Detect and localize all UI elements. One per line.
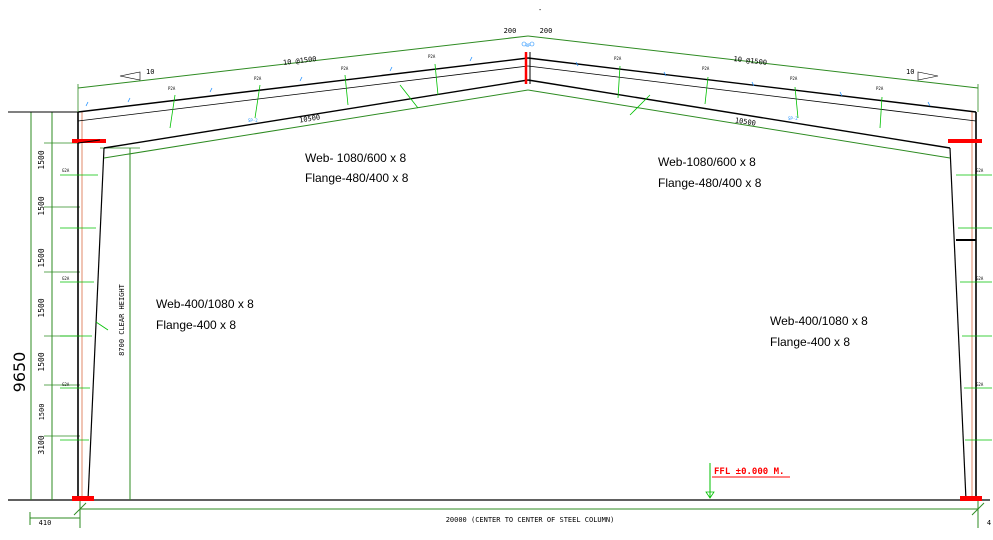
left-rafter-flange: Flange-480/400 x 8 <box>305 171 409 185</box>
ffl-level-marker: FFL ±0.000 M. <box>705 463 790 499</box>
girt-tag-l1: G2A <box>62 168 70 173</box>
girt-spacing-2: 1500 <box>37 196 46 215</box>
purlin-tag-l1: P2A <box>168 86 176 91</box>
right-offset-label: 4 <box>987 519 991 527</box>
girt-tag-l3: G2A <box>62 382 70 387</box>
right-column-web: Web-400/1080 x 8 <box>770 314 868 328</box>
purlin-tag-l3: P2A <box>341 66 349 71</box>
purlin-tag-r2: P2A <box>702 66 710 71</box>
ffl-label: FFL ±0.000 M. <box>714 467 784 477</box>
girt-tag-r3: G2A <box>976 382 984 387</box>
left-rafter-length: 10500 <box>103 89 529 159</box>
left-slope-label: 10 <box>146 68 154 76</box>
girt-tag-r2: G2A <box>976 276 984 281</box>
right-rafter-length: 10500 <box>527 89 951 159</box>
purlin-clips <box>85 56 931 107</box>
ridge-connection: RP <box>521 41 535 84</box>
left-rafter-note: Web- 1080/600 x 8 Flange-480/400 x 8 <box>305 151 409 185</box>
left-rafter-length-label: 10500 <box>299 113 321 124</box>
top-mark: - <box>538 6 542 14</box>
splice-tag-r: SP-2 <box>788 116 798 121</box>
right-rafter-dimension: 10 @1500 200 10 <box>527 27 979 112</box>
left-column <box>72 112 106 501</box>
right-rafter-web: Web-1080/600 x 8 <box>658 155 756 169</box>
girts-left: G2A G2A G2A <box>60 168 109 441</box>
right-rafter-note: Web-1080/600 x 8 Flange-480/400 x 8 <box>658 155 762 190</box>
purlin-tag-r4: P2A <box>876 86 884 91</box>
girt-spacing-3: 1500 <box>37 248 46 267</box>
purlin-tag-l2: P2A <box>254 76 262 81</box>
span-dimension-label: 20000 (CENTER TO CENTER OF STEEL COLUMN) <box>446 516 615 524</box>
right-ridge-dim: 200 <box>540 27 553 35</box>
clear-height-dimension: 8700 CLEAR HEIGHT <box>100 147 140 500</box>
girt-spacing-5: 1500 <box>37 352 46 371</box>
purlin-tag-l4: P2A <box>428 54 436 59</box>
girt-tag-r1: G2A <box>976 168 984 173</box>
first-girt-label: 1500 <box>38 404 46 421</box>
right-column <box>948 112 982 501</box>
left-ridge-dim: 200 <box>504 27 517 35</box>
span-dimension: 20000 (CENTER TO CENTER OF STEEL COLUMN)… <box>29 500 991 528</box>
left-rafter-dimension: 10 @1500 200 10 <box>77 27 529 112</box>
girt-tag-l2: G2A <box>62 276 70 281</box>
right-rafter <box>527 57 977 149</box>
right-rafter-flange: Flange-480/400 x 8 <box>658 176 762 190</box>
right-slope-label: 10 <box>906 68 914 76</box>
left-purlin-spacing: 10 @1500 <box>283 55 317 67</box>
left-rafter-web: Web- 1080/600 x 8 <box>305 151 407 165</box>
total-height-label: 9650 <box>10 352 29 393</box>
girt-spacing-4: 1500 <box>37 298 46 317</box>
right-column-flange: Flange-400 x 8 <box>770 335 850 349</box>
purlin-tag-r3: P2A <box>790 76 798 81</box>
girt-spacing-6: 3100 <box>37 435 46 454</box>
left-column-web: Web-400/1080 x 8 <box>156 297 254 311</box>
left-offset-label: 410 <box>39 519 52 527</box>
left-column-note: Web-400/1080 x 8 Flange-400 x 8 <box>156 297 254 332</box>
purlin-set-right: P2A P2A P2A P2A SP-2 <box>614 56 884 129</box>
height-dimension-chain: 1500 1500 1500 1500 1500 3100 1500 9650 <box>8 111 80 500</box>
right-purlin-spacing: 10 @1500 <box>733 55 767 67</box>
splice-tag-l: SP-2 <box>248 118 258 123</box>
purlin-tag-r1: P2A <box>614 56 622 61</box>
right-column-note: Web-400/1080 x 8 Flange-400 x 8 <box>770 314 868 349</box>
girts-right: G2A G2A G2A <box>956 168 992 441</box>
clear-height-label: 8700 CLEAR HEIGHT <box>118 283 126 355</box>
left-rafter <box>77 57 529 149</box>
right-rafter-length-label: 10500 <box>734 116 756 127</box>
ridge-tag: RP <box>526 43 531 48</box>
purlin-set-left: P2A P2A P2A P2A SP-2 <box>168 54 439 129</box>
left-column-flange: Flange-400 x 8 <box>156 318 236 332</box>
girt-spacing-1: 1500 <box>37 150 46 169</box>
